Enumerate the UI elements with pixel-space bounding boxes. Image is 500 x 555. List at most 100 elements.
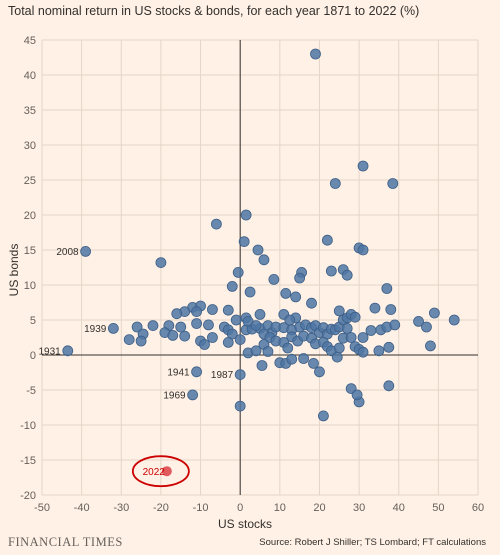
data-point — [413, 315, 424, 327]
y-tick-label: 35 — [24, 105, 36, 117]
data-point — [240, 209, 252, 221]
data-point — [252, 244, 264, 256]
data-point — [207, 332, 218, 343]
data-point — [329, 178, 341, 189]
data-point — [123, 334, 135, 346]
y-tick-label: 5 — [30, 315, 36, 327]
data-point — [171, 308, 183, 320]
data-point — [290, 291, 302, 303]
y-tick-label: -5 — [26, 385, 36, 397]
x-tick-label: -20 — [153, 502, 169, 514]
data-point — [250, 320, 262, 332]
data-point-labeled — [234, 369, 246, 381]
point-label: 1987 — [211, 370, 234, 381]
x-tick-label: 50 — [432, 502, 444, 514]
x-tick-label: -10 — [193, 502, 209, 514]
data-point — [280, 287, 292, 299]
data-point — [222, 336, 234, 348]
data-point — [175, 321, 187, 333]
data-point — [310, 48, 321, 60]
data-point — [325, 265, 337, 277]
data-point — [199, 339, 210, 350]
data-point — [232, 266, 244, 278]
point-label: 1931 — [39, 346, 62, 357]
data-point-labeled — [62, 345, 74, 357]
x-tick-label: 60 — [472, 502, 484, 514]
x-tick-label: 20 — [313, 502, 325, 514]
data-point — [385, 304, 397, 315]
y-tick-label: 25 — [24, 175, 36, 187]
data-point — [314, 366, 325, 378]
y-tick-label: -20 — [20, 490, 36, 502]
data-point — [282, 342, 294, 354]
publisher-brand: FINANCIAL TIMES — [8, 535, 123, 549]
data-point — [250, 345, 262, 357]
data-point — [268, 273, 280, 285]
x-tick-label: 0 — [237, 502, 243, 514]
y-tick-label: -10 — [20, 420, 36, 432]
data-point — [421, 321, 432, 333]
data-point — [222, 304, 234, 316]
x-tick-label: 30 — [353, 502, 365, 514]
y-tick-label: 40 — [24, 70, 36, 82]
data-point — [207, 304, 218, 315]
data-point — [357, 332, 369, 343]
data-point-labeled — [80, 245, 91, 257]
data-point — [333, 342, 345, 354]
data-point — [369, 302, 381, 314]
data-point — [131, 321, 143, 333]
data-point — [284, 314, 296, 326]
data-point — [234, 400, 246, 412]
data-point — [244, 286, 256, 298]
data-point — [294, 272, 306, 284]
data-point-labeled — [107, 322, 119, 334]
x-tick-label: -30 — [113, 502, 129, 514]
data-point — [383, 380, 395, 392]
data-point — [308, 357, 319, 369]
data-point — [234, 334, 246, 346]
data-point — [306, 297, 317, 309]
y-tick-label: 10 — [24, 280, 36, 292]
data-point — [331, 351, 343, 363]
y-tick-label: 45 — [24, 35, 36, 47]
data-point — [286, 353, 298, 365]
data-point — [135, 335, 147, 347]
x-tick-label: 40 — [393, 502, 405, 514]
data-point — [357, 244, 369, 256]
y-tick-label: 20 — [24, 210, 36, 222]
data-point — [256, 360, 268, 371]
data-point — [357, 160, 369, 172]
x-tick-label: -50 — [34, 502, 50, 514]
y-tick-label: 30 — [24, 140, 36, 152]
point-label: 2022 — [143, 467, 166, 478]
y-tick-label: 15 — [24, 245, 36, 257]
point-label: 1941 — [167, 367, 190, 378]
x-tick-label: -40 — [74, 502, 90, 514]
data-point — [387, 178, 399, 189]
data-point — [383, 341, 395, 353]
y-tick-label: 0 — [30, 350, 36, 362]
data-point — [341, 322, 353, 334]
data-points — [62, 48, 460, 477]
data-point — [191, 318, 202, 329]
point-labels: 2008 1939 1931 1941 1987 1969 2022 — [39, 247, 234, 488]
data-point — [341, 269, 353, 281]
data-point — [238, 236, 250, 248]
data-point — [179, 330, 191, 342]
point-label: 2008 — [56, 247, 79, 258]
data-point — [425, 340, 436, 352]
data-point — [147, 320, 159, 332]
point-label: 1969 — [163, 390, 186, 401]
point-label: 1939 — [84, 324, 107, 335]
data-point — [351, 389, 363, 401]
source-note: Source: Robert J Shiller; TS Lombard; FT… — [259, 537, 486, 548]
data-point — [318, 410, 329, 422]
data-point — [389, 319, 401, 331]
y-axis-title: US bonds — [7, 244, 21, 297]
data-point — [448, 314, 460, 326]
grid — [41, 39, 479, 496]
data-point — [357, 346, 369, 358]
data-point — [365, 325, 377, 336]
data-point — [258, 254, 270, 266]
